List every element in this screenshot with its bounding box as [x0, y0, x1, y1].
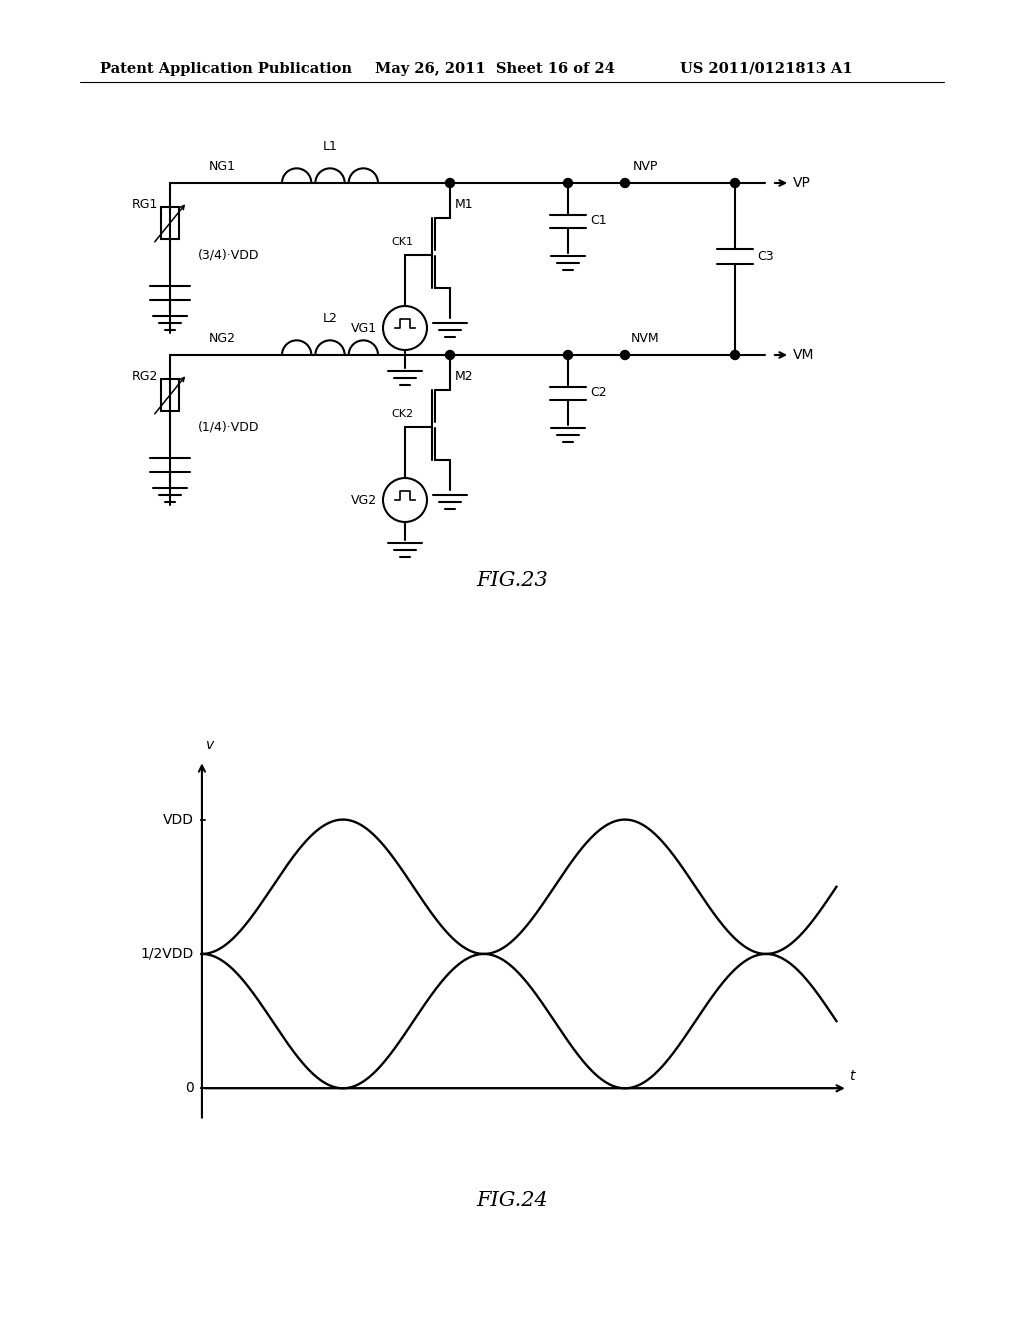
Text: 1/2VDD: 1/2VDD: [140, 946, 194, 961]
Text: RG1: RG1: [132, 198, 158, 211]
Text: M1: M1: [455, 198, 474, 211]
Circle shape: [445, 178, 455, 187]
Text: VG2: VG2: [351, 494, 377, 507]
Text: v: v: [206, 738, 214, 752]
Text: CK2: CK2: [391, 409, 413, 418]
Text: t: t: [849, 1069, 854, 1082]
Text: VDD: VDD: [163, 813, 194, 826]
Text: C3: C3: [757, 249, 773, 263]
Circle shape: [563, 178, 572, 187]
Text: VG1: VG1: [351, 322, 377, 334]
Text: NVP: NVP: [632, 160, 657, 173]
Text: 0: 0: [185, 1081, 194, 1096]
Text: C2: C2: [590, 385, 606, 399]
Circle shape: [730, 351, 739, 359]
Text: (3/4)·VDD: (3/4)·VDD: [198, 248, 259, 261]
Circle shape: [563, 351, 572, 359]
Text: NVM: NVM: [631, 333, 659, 345]
Bar: [161, 207, 179, 239]
Bar: [161, 379, 179, 411]
Text: Patent Application Publication: Patent Application Publication: [100, 62, 352, 77]
Text: FIG.23: FIG.23: [476, 570, 548, 590]
Text: US 2011/0121813 A1: US 2011/0121813 A1: [680, 62, 853, 77]
Text: (1/4)·VDD: (1/4)·VDD: [198, 421, 259, 433]
Circle shape: [730, 178, 739, 187]
Circle shape: [445, 351, 455, 359]
Text: NG2: NG2: [209, 333, 236, 345]
Text: VP: VP: [793, 176, 811, 190]
Circle shape: [621, 351, 630, 359]
Text: CK1: CK1: [391, 238, 413, 247]
Text: M2: M2: [455, 371, 474, 384]
Text: May 26, 2011  Sheet 16 of 24: May 26, 2011 Sheet 16 of 24: [375, 62, 614, 77]
Text: L2: L2: [323, 312, 338, 325]
Text: NG1: NG1: [209, 160, 236, 173]
Text: FIG.24: FIG.24: [476, 1191, 548, 1209]
Text: L1: L1: [323, 140, 338, 153]
Text: VM: VM: [793, 348, 814, 362]
Text: C1: C1: [590, 214, 606, 227]
Text: RG2: RG2: [132, 371, 158, 384]
Circle shape: [621, 178, 630, 187]
